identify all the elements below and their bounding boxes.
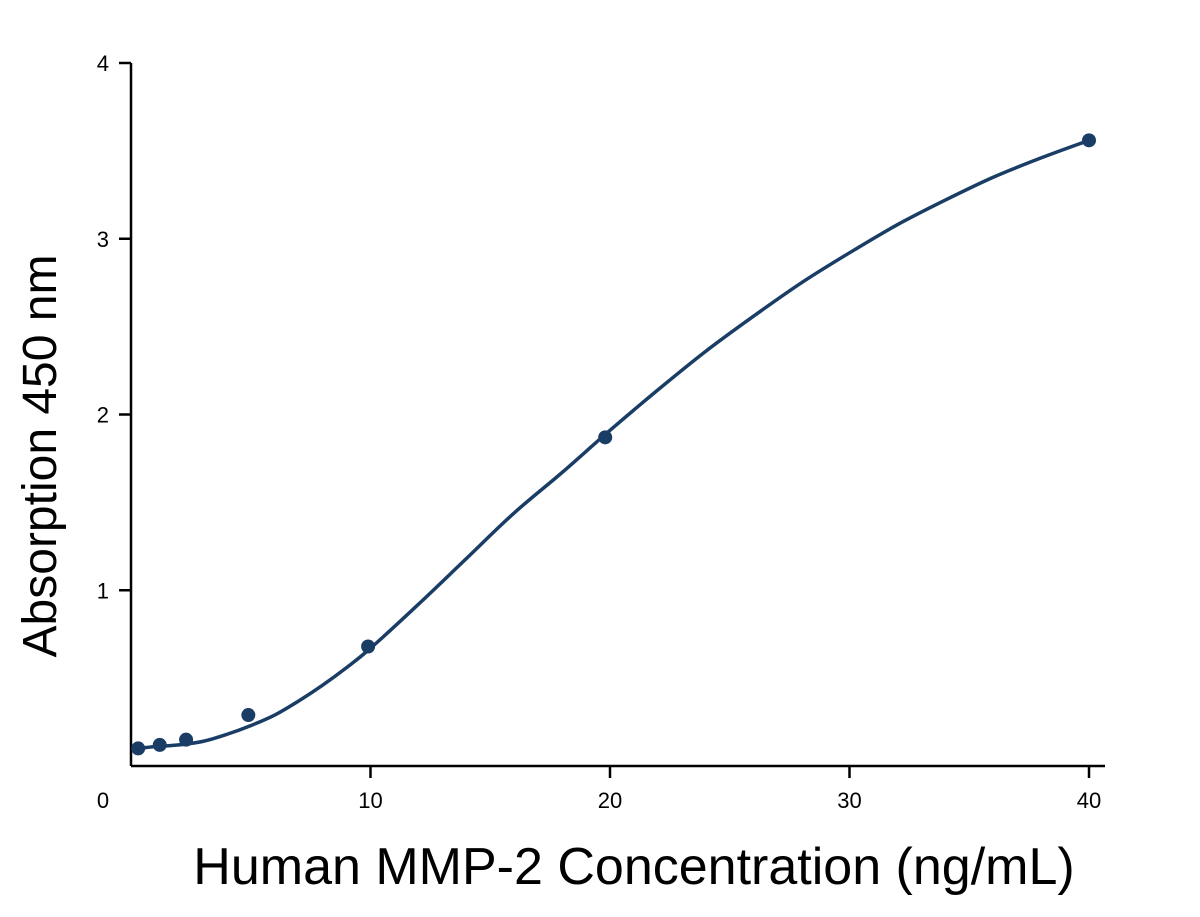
x-tick-label: 10 (358, 788, 382, 813)
fitted-curve-line (136, 138, 1091, 751)
x-axis-title: Human MMP-2 Concentration (ng/mL) (193, 838, 1074, 896)
data-point (179, 732, 194, 747)
data-point (152, 737, 167, 752)
data-point (131, 741, 146, 756)
x-tick-label: 40 (1077, 788, 1101, 813)
x-tick-label: 0 (97, 788, 109, 813)
data-point (598, 430, 613, 445)
fitted-curve-layer (136, 138, 1091, 751)
data-point (1082, 133, 1096, 148)
y-tick-label: 4 (97, 51, 109, 76)
x-tick-label: 20 (598, 788, 622, 813)
data-point (361, 639, 376, 654)
ticks: 0 10 20 30 40 1 2 3 4 (97, 51, 1101, 813)
y-axis-title: Absorption 450 nm (14, 255, 67, 658)
y-tick-label: 1 (97, 578, 109, 603)
data-points-layer (131, 133, 1096, 756)
y-tick-label: 2 (97, 403, 109, 428)
axes (129, 63, 1105, 768)
data-point (241, 708, 256, 723)
x-tick-label: 30 (837, 788, 861, 813)
y-tick-label: 3 (97, 227, 109, 252)
